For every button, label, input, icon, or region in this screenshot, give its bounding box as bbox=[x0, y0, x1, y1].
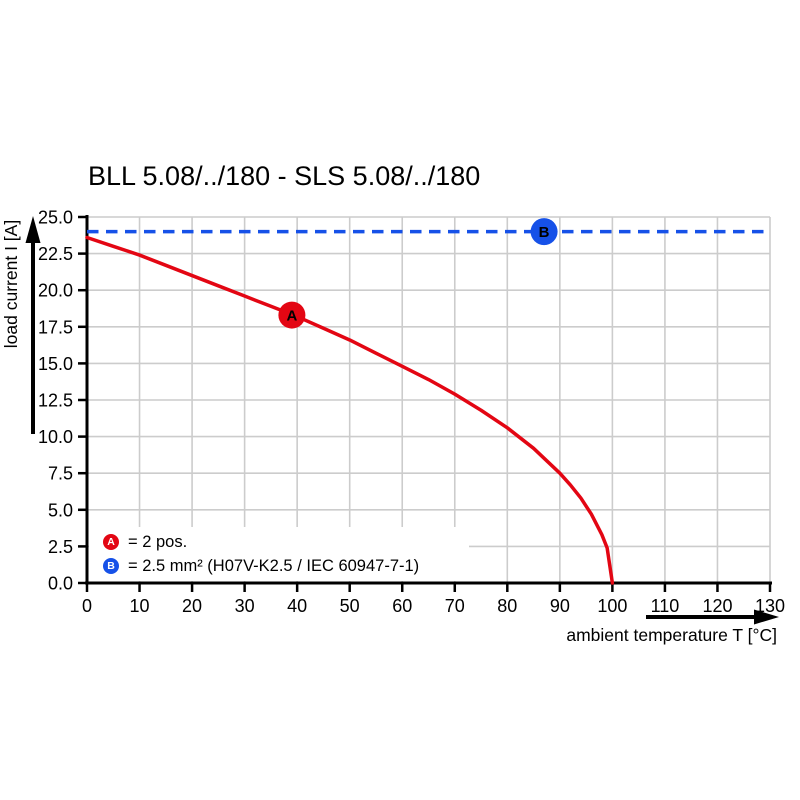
marker-a-letter: A bbox=[286, 308, 297, 325]
legend-label-b: = 2.5 mm² (H07V-K2.5 / IEC 60947-7-1) bbox=[128, 557, 420, 575]
chart-title: BLL 5.08/../180 - SLS 5.08/../180 bbox=[88, 161, 481, 191]
derating-curve-A bbox=[85, 235, 615, 585]
marker-b bbox=[530, 218, 558, 246]
x-axis-arrowhead-icon bbox=[754, 609, 779, 625]
y-tick-label: 5.0 bbox=[48, 500, 73, 520]
legend: A = 2 pos. B = 2.5 mm² (H07V-K2.5 / IEC … bbox=[89, 527, 469, 581]
x-tick-label: 50 bbox=[340, 596, 360, 616]
legend-label-a: = 2 pos. bbox=[128, 532, 188, 551]
x-tick-label: 30 bbox=[235, 596, 255, 616]
y-tick-label: 20.0 bbox=[38, 281, 73, 301]
marker-a bbox=[278, 301, 306, 329]
plot-area: 0.0 2.5 5.0 7.5 10.0 12.5 15.0 17.5 20.0 22.5 25.0… bbox=[25, 208, 785, 625]
y-tick-label: 7.5 bbox=[48, 464, 73, 484]
x-tick-label: 80 bbox=[497, 596, 517, 616]
x-tick-label: 40 bbox=[287, 596, 307, 616]
y-axis-label: load current I [A] bbox=[1, 220, 21, 348]
y-tick-label: 2.5 bbox=[48, 537, 73, 557]
y-tick-label: 17.5 bbox=[38, 317, 73, 337]
y-tick-label: 15.0 bbox=[38, 354, 73, 374]
x-tick-label: 120 bbox=[702, 596, 732, 616]
x-tick-label: 110 bbox=[651, 596, 680, 616]
legend-marker-b-icon: B bbox=[103, 558, 119, 575]
x-tick-label: 20 bbox=[182, 596, 202, 616]
y-tick-label: 25.0 bbox=[38, 208, 73, 228]
marker-b-letter: B bbox=[539, 224, 550, 241]
x-tick-label: 100 bbox=[597, 596, 627, 616]
x-tick-label: 70 bbox=[445, 596, 465, 616]
legend-item-a: A = 2 pos. bbox=[103, 532, 469, 551]
y-tick-label: 0.0 bbox=[48, 574, 73, 594]
legend-marker-a-icon: A bbox=[103, 533, 119, 550]
y-tick-label: 12.5 bbox=[38, 391, 73, 411]
x-tick-label: 60 bbox=[392, 596, 412, 616]
y-tick-label: 10.0 bbox=[38, 427, 73, 447]
legend-item-b: B = 2.5 mm² (H07V-K2.5 / IEC 60947-7-1) bbox=[103, 558, 469, 575]
x-tick-label: 90 bbox=[550, 596, 570, 616]
x-tick-label: 10 bbox=[130, 596, 150, 616]
y-axis-arrowhead-icon bbox=[25, 216, 41, 243]
x-tick-label: 130 bbox=[755, 596, 785, 616]
x-axis-label: ambient temperature T [°C] bbox=[566, 625, 777, 645]
x-tick-label: 0 bbox=[82, 596, 92, 616]
y-tick-label: 22.5 bbox=[38, 244, 73, 264]
